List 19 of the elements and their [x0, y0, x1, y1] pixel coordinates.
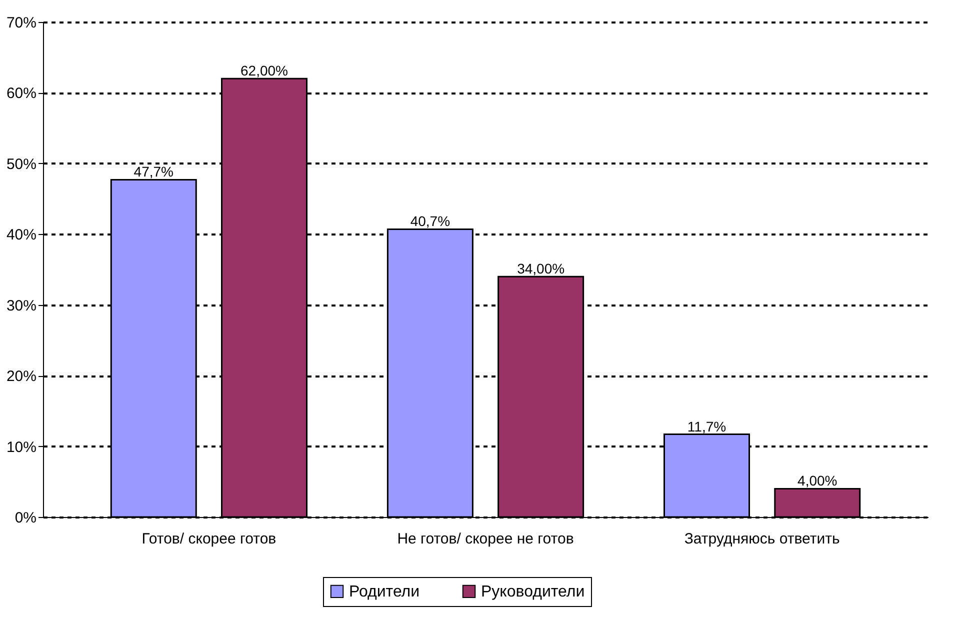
y-tick-label: 50%	[6, 156, 36, 173]
y-tick-label: 30%	[6, 297, 36, 314]
legend-label: Руководители	[481, 583, 585, 600]
data-label: 34,00%	[517, 260, 565, 277]
legend-label: Родители	[349, 583, 420, 600]
data-label: 4,00%	[798, 472, 838, 489]
y-tick-label: 40%	[6, 226, 36, 244]
data-label: 40,7%	[410, 213, 450, 230]
data-label: 47,7%	[134, 164, 174, 180]
y-tick-label: 60%	[6, 85, 36, 102]
x-tick-label: Затрудняюсь ответить	[684, 530, 840, 548]
y-tick-label: 20%	[6, 368, 36, 386]
y-tick-label: 70%	[6, 14, 36, 32]
y-tick-label: 10%	[6, 438, 36, 456]
data-label: 11,7%	[687, 418, 726, 434]
data-label: 62,00%	[240, 62, 288, 79]
y-tick-label: 0%	[14, 510, 36, 526]
x-tick-label: Готов/ скорее готов	[142, 530, 276, 548]
x-tick-label: Не готов/ скорее не готов	[397, 530, 574, 548]
